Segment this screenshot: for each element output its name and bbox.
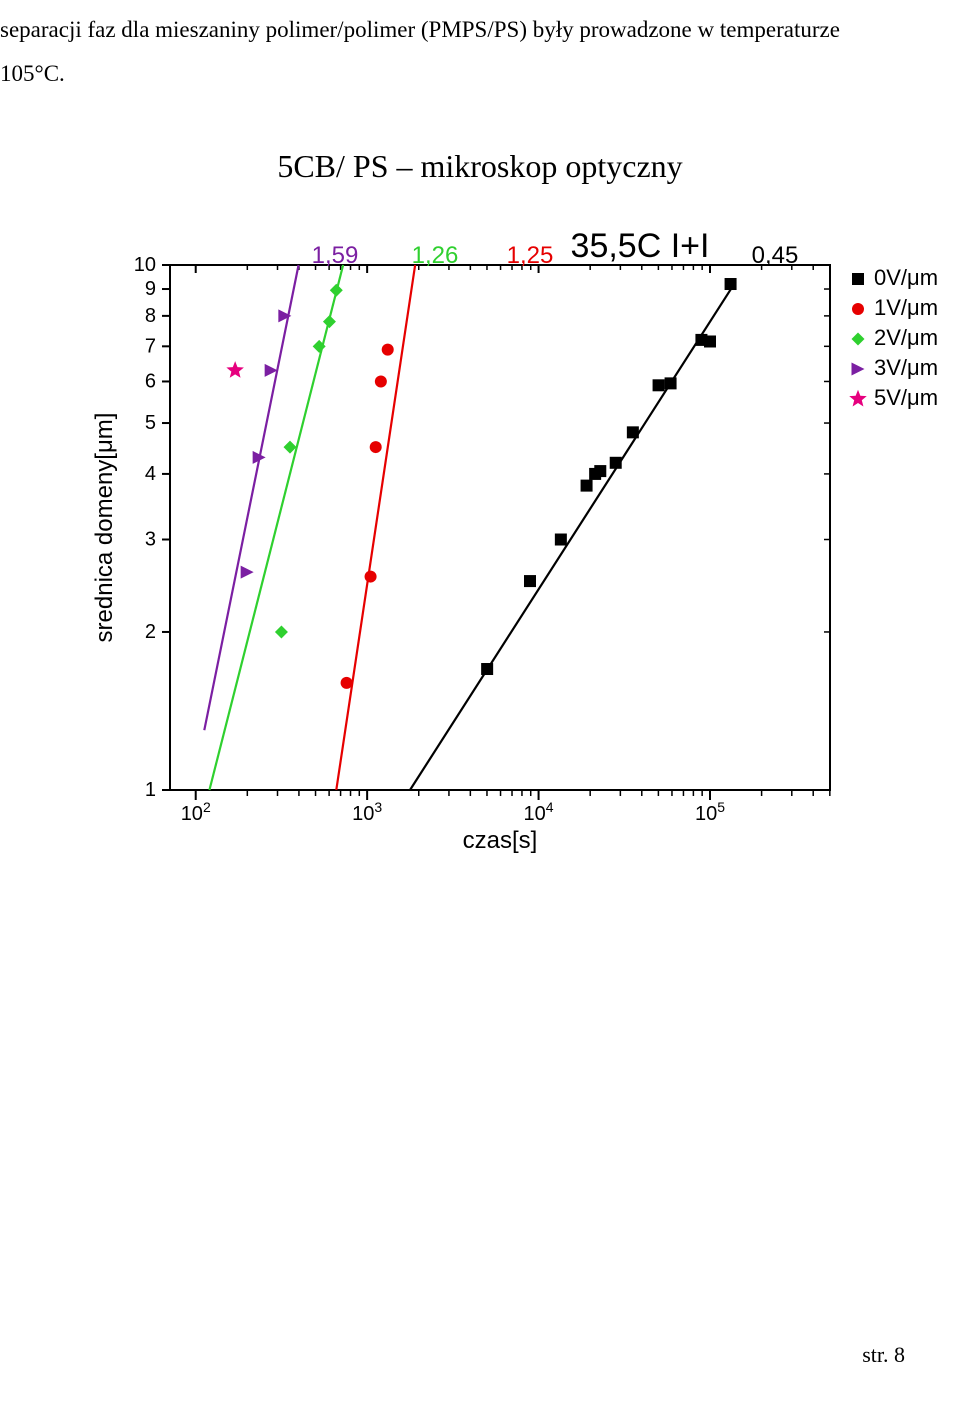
svg-text:4: 4 bbox=[145, 463, 156, 485]
text-line-1: separacji faz dla mieszaniny polimer/pol… bbox=[0, 8, 960, 52]
svg-text:35,5C I+I: 35,5C I+I bbox=[571, 227, 710, 265]
svg-text:1: 1 bbox=[145, 779, 156, 801]
paragraph: separacji faz dla mieszaniny polimer/pol… bbox=[0, 8, 960, 95]
svg-text:0,45: 0,45 bbox=[752, 242, 799, 269]
chart-title: 5CB/ PS – mikroskop optyczny bbox=[0, 148, 960, 185]
svg-text:srednica domeny[μm]: srednica domeny[μm] bbox=[91, 413, 118, 643]
chart: 102 103 104 105 1 2 3 4 5 6 7 8 910 czas[s] srednica d… bbox=[75, 225, 945, 875]
svg-text:5: 5 bbox=[145, 412, 156, 434]
text-line-2: 105°C. bbox=[0, 52, 960, 96]
page-number: str. 8 bbox=[862, 1342, 905, 1368]
svg-text:czas[s]: czas[s] bbox=[463, 827, 538, 854]
svg-text:3V/μm 2Hz: 3V/μm 2Hz bbox=[874, 355, 945, 380]
svg-text:8: 8 bbox=[145, 305, 156, 327]
chart-svg: 102 103 104 105 1 2 3 4 5 6 7 8 910 czas[s] srednica d… bbox=[75, 225, 945, 875]
svg-text:5V/μm 2Hz: 5V/μm 2Hz bbox=[874, 385, 945, 410]
svg-text:3: 3 bbox=[145, 529, 156, 551]
svg-text:102: 102 bbox=[181, 799, 211, 825]
svg-text:2V/μm 2Hz: 2V/μm 2Hz bbox=[874, 325, 945, 350]
svg-text:10: 10 bbox=[134, 254, 156, 276]
svg-text:1,59: 1,59 bbox=[312, 242, 359, 269]
svg-text:9: 9 bbox=[145, 278, 156, 300]
svg-text:7: 7 bbox=[145, 335, 156, 357]
svg-text:104: 104 bbox=[524, 799, 554, 825]
svg-text:0V/μm: 0V/μm bbox=[874, 265, 938, 290]
svg-text:2: 2 bbox=[145, 621, 156, 643]
svg-text:1,26: 1,26 bbox=[412, 242, 459, 269]
svg-text:103: 103 bbox=[352, 799, 382, 825]
svg-text:105: 105 bbox=[695, 799, 725, 825]
svg-text:6: 6 bbox=[145, 370, 156, 392]
svg-text:1,25: 1,25 bbox=[507, 242, 554, 269]
svg-text:1V/μm 2Hz: 1V/μm 2Hz bbox=[874, 295, 945, 320]
